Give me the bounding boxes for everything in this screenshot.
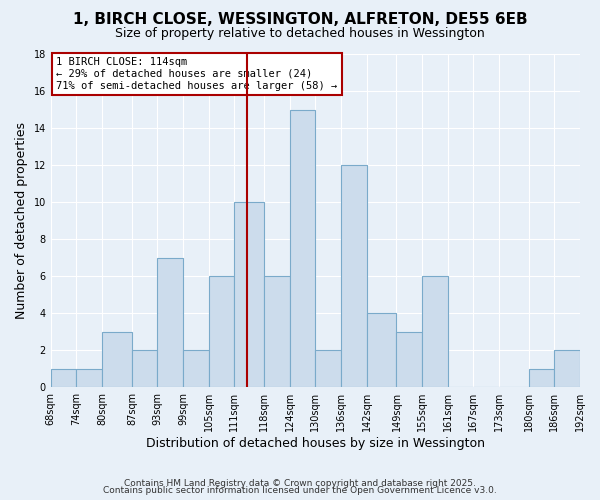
Bar <box>341 165 367 387</box>
Bar <box>397 332 422 387</box>
Text: Contains public sector information licensed under the Open Government Licence v3: Contains public sector information licen… <box>103 486 497 495</box>
Bar <box>316 350 341 387</box>
Bar <box>235 202 264 387</box>
Text: Contains HM Land Registry data © Crown copyright and database right 2025.: Contains HM Land Registry data © Crown c… <box>124 478 476 488</box>
Bar <box>76 368 102 387</box>
Text: 1, BIRCH CLOSE, WESSINGTON, ALFRETON, DE55 6EB: 1, BIRCH CLOSE, WESSINGTON, ALFRETON, DE… <box>73 12 527 28</box>
Y-axis label: Number of detached properties: Number of detached properties <box>15 122 28 319</box>
X-axis label: Distribution of detached houses by size in Wessington: Distribution of detached houses by size … <box>146 437 485 450</box>
Bar <box>422 276 448 387</box>
Text: Size of property relative to detached houses in Wessington: Size of property relative to detached ho… <box>115 28 485 40</box>
Bar <box>367 313 397 387</box>
Bar <box>264 276 290 387</box>
Bar <box>51 368 76 387</box>
Bar <box>183 350 209 387</box>
Text: 1 BIRCH CLOSE: 114sqm
← 29% of detached houses are smaller (24)
71% of semi-deta: 1 BIRCH CLOSE: 114sqm ← 29% of detached … <box>56 58 337 90</box>
Bar <box>102 332 132 387</box>
Bar <box>529 368 554 387</box>
Bar <box>157 258 183 387</box>
Bar <box>290 110 316 387</box>
Bar <box>209 276 235 387</box>
Bar <box>132 350 157 387</box>
Bar <box>554 350 580 387</box>
